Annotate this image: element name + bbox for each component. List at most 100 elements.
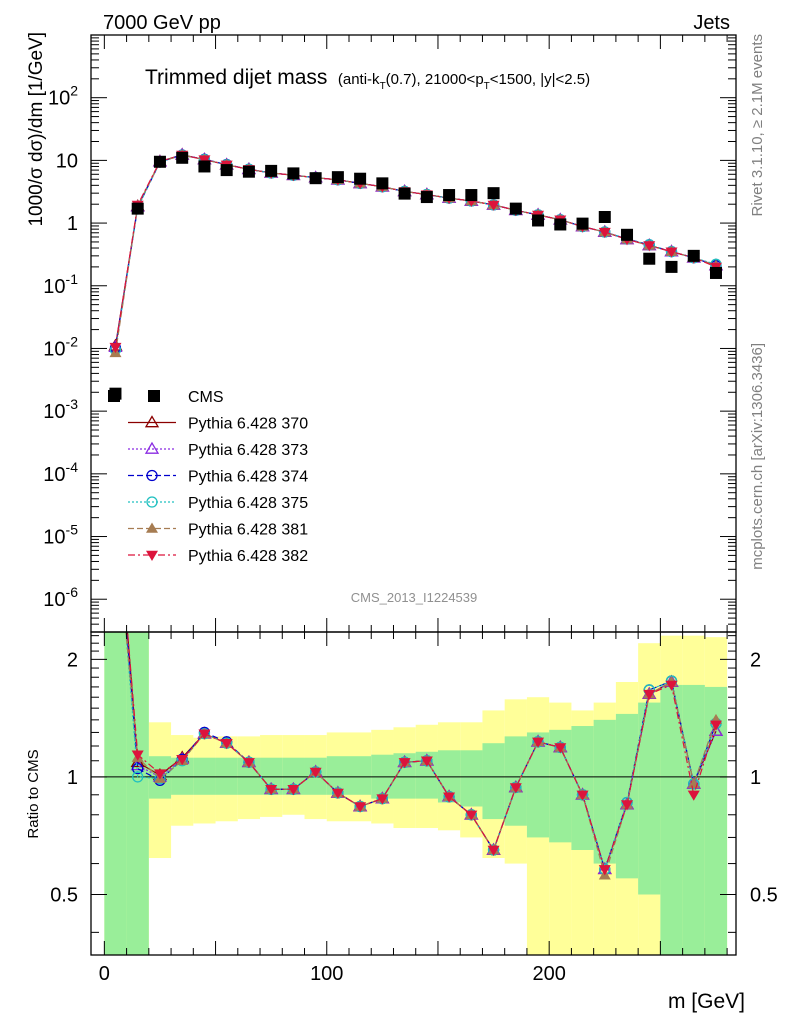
ratio-y-tick-label-right: 1 bbox=[750, 767, 761, 789]
point-pythia-6-428-382 bbox=[598, 227, 611, 239]
ratio-point-pythia-6-428-382 bbox=[443, 792, 456, 803]
data-point-cms bbox=[331, 171, 344, 184]
rivet-label: Rivet 3.1.10, ≥ 2.1M events bbox=[749, 34, 766, 217]
x-tick-label: 0 bbox=[99, 963, 110, 985]
legend-marker-pythia-6-428-373 bbox=[144, 441, 160, 454]
data-point-cms bbox=[287, 167, 300, 180]
y-tick-exponent: -6 bbox=[66, 584, 79, 600]
data-point-cms bbox=[176, 151, 189, 164]
xlabel: m [GeV] bbox=[668, 990, 745, 1013]
x-tick-label: 100 bbox=[310, 963, 343, 985]
ratio-point-pythia-6-428-382 bbox=[331, 788, 344, 799]
ratio-point-pythia-6-428-382 bbox=[287, 785, 300, 796]
ratio-point-pythia-6-428-382 bbox=[131, 750, 144, 761]
title-cut-pre: (anti-k bbox=[338, 71, 380, 88]
y-tick-label: 10-2 bbox=[43, 333, 78, 360]
x-tick-label: 200 bbox=[532, 963, 565, 985]
ratio-y-tick-label-right: 2 bbox=[750, 649, 761, 671]
ratio-point-pythia-6-428-382 bbox=[665, 680, 678, 691]
legend-label-pythia-6-428-375: Pythia 6.428 375 bbox=[188, 495, 308, 512]
ratio-point-pythia-6-428-382 bbox=[198, 729, 211, 740]
legend-marker-pythia-6-428-374 bbox=[146, 469, 158, 482]
ratio-band-green bbox=[638, 702, 661, 895]
ratio-band-green bbox=[682, 684, 705, 955]
ratio-band-green bbox=[349, 756, 372, 795]
ratio-point-pythia-6-428-382 bbox=[532, 737, 545, 748]
ratio-point-pythia-6-428-382 bbox=[643, 689, 656, 701]
title-cut-post: <1500, |y|<2.5) bbox=[490, 71, 590, 88]
ratio-point-pythia-6-428-382 bbox=[554, 743, 567, 754]
y-tick-base: 10 bbox=[48, 88, 70, 110]
data-point-cms bbox=[198, 160, 211, 173]
y-tick-base: 10 bbox=[43, 338, 65, 360]
data-point-cms bbox=[532, 214, 545, 227]
legend-label-pythia-6-428-382: Pythia 6.428 382 bbox=[188, 548, 308, 565]
main-series bbox=[108, 147, 724, 400]
ratio-band-green bbox=[660, 684, 683, 955]
y-tick-base: 1 bbox=[67, 213, 78, 235]
legend-label-pythia-6-428-370: Pythia 6.428 370 bbox=[188, 416, 308, 433]
ratio-point-pythia-6-428-382 bbox=[420, 756, 433, 767]
data-point-cms bbox=[265, 164, 278, 177]
y-tick-exponent: -4 bbox=[66, 459, 79, 475]
ratio-point-pythia-6-428-382 bbox=[709, 720, 722, 731]
data-point-cms bbox=[643, 252, 656, 265]
data-point-cms bbox=[398, 187, 411, 200]
ratio-y-tick-label: 2 bbox=[67, 649, 78, 671]
title-cut-sub1: T bbox=[380, 81, 386, 92]
point-pythia-6-428-382 bbox=[109, 342, 122, 354]
ratio-y-tick-label-right: 0.5 bbox=[750, 885, 778, 907]
ratio-point-pythia-6-428-382 bbox=[487, 845, 500, 856]
y-tick-label: 102 bbox=[48, 83, 78, 110]
ratio-point-pythia-6-428-382 bbox=[687, 790, 700, 801]
data-point-cms bbox=[443, 189, 456, 202]
ratio-band-green bbox=[615, 713, 639, 879]
ratio-point-pythia-6-428-382 bbox=[509, 783, 522, 794]
data-point-cms bbox=[354, 172, 367, 185]
chart-title-main: Trimmed dijet mass bbox=[145, 66, 327, 89]
legend-label-pythia-6-428-373: Pythia 6.428 373 bbox=[188, 442, 308, 459]
y-tick-exponent: 2 bbox=[70, 83, 78, 99]
y-tick-base: 10 bbox=[43, 276, 65, 298]
data-point-cms bbox=[220, 164, 233, 177]
y-tick-label: 10-1 bbox=[43, 271, 78, 298]
axes: 0 100 20010-610-510-410-310-210-11101020.5… bbox=[43, 34, 778, 985]
series-line-pythia-6-428-381 bbox=[114, 154, 717, 353]
ratio-point-pythia-6-428-382 bbox=[265, 785, 278, 796]
series-line-pythia-6-428-374 bbox=[114, 154, 717, 349]
data-point-cms bbox=[598, 210, 611, 223]
point-pythia-6-428-382 bbox=[487, 200, 500, 211]
y-tick-base: 10 bbox=[43, 527, 65, 549]
y-tick-label: 10-3 bbox=[43, 396, 78, 423]
ratio-point-pythia-6-428-382 bbox=[598, 865, 611, 876]
ratio-band-green bbox=[437, 750, 461, 803]
data-point-cms bbox=[420, 191, 433, 204]
y-tick-base: 10 bbox=[43, 464, 65, 486]
legend-label-pythia-6-428-374: Pythia 6.428 374 bbox=[188, 469, 308, 486]
y-tick-exponent: -3 bbox=[66, 396, 79, 412]
ratio-point-pythia-6-428-382 bbox=[376, 794, 389, 805]
title-cut-sub2: T bbox=[484, 81, 490, 92]
legend-marker-pythia-6-428-375 bbox=[146, 496, 158, 508]
series-line-pythia-6-428-373 bbox=[114, 154, 717, 348]
ratio-band-green bbox=[193, 757, 216, 795]
ratio-point-pythia-6-428-375 bbox=[132, 771, 144, 783]
data-point-cms bbox=[153, 155, 166, 168]
ratio-point-pythia-6-428-382 bbox=[398, 758, 411, 769]
ratio-y-tick-label: 0.5 bbox=[50, 885, 78, 907]
data-point-cms bbox=[465, 189, 478, 202]
data-point-cms bbox=[621, 228, 634, 241]
series-line-pythia-6-428-375 bbox=[114, 154, 717, 350]
ratio-band-green bbox=[326, 756, 349, 795]
series-line-pythia-6-428-370 bbox=[114, 154, 717, 346]
ratio-point-pythia-6-428-382 bbox=[621, 800, 634, 811]
ratio-point-pythia-6-428-382 bbox=[242, 758, 255, 769]
ratio-series bbox=[125, 632, 724, 880]
legend-label-pythia-6-428-381: Pythia 6.428 381 bbox=[188, 522, 308, 539]
ratio-point-pythia-6-428-382 bbox=[153, 769, 166, 780]
y-tick-base: 10 bbox=[43, 589, 65, 611]
y-tick-base: 10 bbox=[43, 401, 65, 423]
data-point-cms bbox=[687, 249, 700, 262]
data-point-cms bbox=[309, 172, 322, 185]
